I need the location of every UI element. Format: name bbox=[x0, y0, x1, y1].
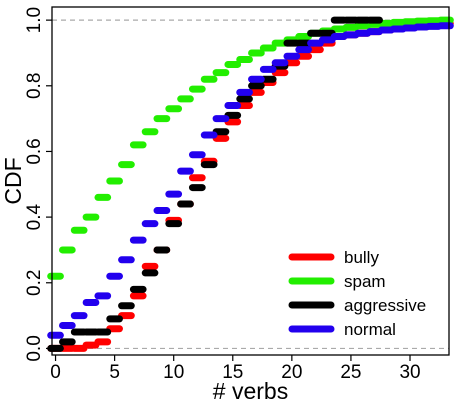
y-axis-label: CDF bbox=[0, 157, 26, 204]
y-tick-label: 0.2 bbox=[24, 270, 45, 296]
x-axis-label: # verbs bbox=[213, 378, 288, 404]
legend-item-normal: normal bbox=[288, 320, 396, 339]
series-normal bbox=[47, 22, 454, 339]
x-tick-label: 0 bbox=[50, 362, 61, 383]
legend-label: normal bbox=[344, 320, 396, 339]
x-tick-label: 25 bbox=[340, 362, 361, 383]
y-tick-label: 0.4 bbox=[24, 203, 45, 230]
legend-label: spam bbox=[344, 272, 386, 291]
x-tick-label: 30 bbox=[399, 362, 420, 383]
y-tick-label: 0.8 bbox=[24, 73, 45, 99]
y-axis: 0.0 0.2 0.4 0.6 0.8 1.0 bbox=[24, 7, 52, 362]
plot-frame bbox=[51, 6, 450, 356]
x-tick-label: 5 bbox=[109, 362, 120, 383]
legend: bully spam aggressive normal bbox=[288, 248, 426, 339]
legend-item-aggressive: aggressive bbox=[288, 296, 426, 315]
legend-item-spam: spam bbox=[288, 272, 386, 291]
y-tick-label: 1.0 bbox=[24, 7, 45, 33]
x-axis: 0 5 10 15 20 25 30 bbox=[50, 355, 421, 383]
x-tick-label: 10 bbox=[163, 362, 184, 383]
legend-label: bully bbox=[344, 248, 379, 267]
x-tick-label: 20 bbox=[281, 362, 302, 383]
x-tick-label: 15 bbox=[222, 362, 243, 383]
y-tick-label: 0.0 bbox=[24, 335, 45, 361]
y-tick-label: 0.6 bbox=[24, 138, 45, 164]
series-spam bbox=[47, 16, 454, 280]
series-aggressive bbox=[47, 16, 383, 352]
legend-label: aggressive bbox=[344, 296, 426, 315]
series-layer bbox=[47, 16, 454, 352]
legend-item-bully: bully bbox=[288, 248, 379, 267]
reference-lines bbox=[52, 19, 449, 350]
